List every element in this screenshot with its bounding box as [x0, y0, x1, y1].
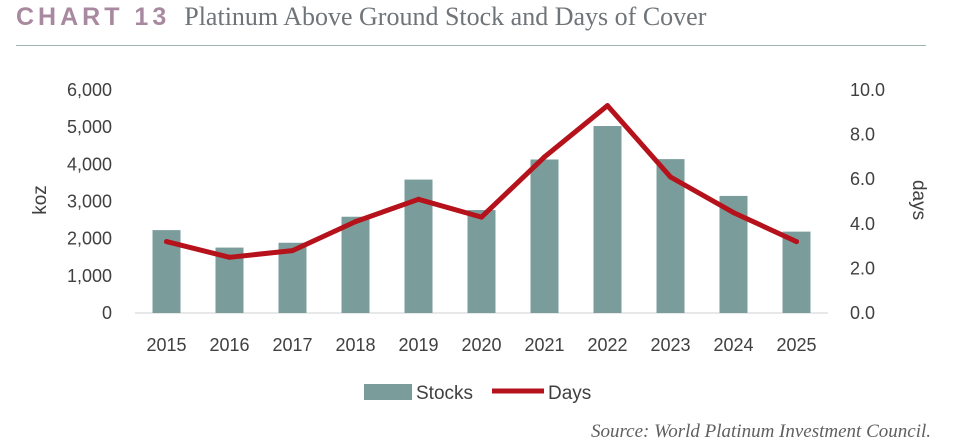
bar-stocks-2017: [278, 242, 307, 313]
x-tick-label: 2018: [335, 335, 375, 355]
point-days-2024: [731, 210, 736, 216]
line-points-days: [164, 103, 799, 260]
point-days-2018: [353, 219, 358, 225]
legend-label-stocks: Stocks: [416, 383, 473, 404]
y-tick-label-left: 6,000: [67, 80, 112, 100]
point-days-2021: [542, 154, 547, 160]
x-tick-label: 2024: [713, 335, 753, 355]
y-tick-label-left: 1,000: [67, 266, 112, 286]
y-tick-label-left: 4,000: [67, 154, 112, 174]
source-note: Source: World Platinum Investment Counci…: [590, 421, 931, 442]
x-tick-label: 2017: [272, 335, 312, 355]
y-tick-label-right: 0.0: [850, 303, 875, 323]
y-tick-label-right: 8.0: [850, 125, 875, 145]
bar-stocks-2020: [467, 210, 496, 313]
x-tick-label: 2025: [776, 335, 816, 355]
x-tick-label: 2016: [209, 335, 249, 355]
header-divider: [16, 45, 926, 46]
chart-title: Platinum Above Ground Stock and Days of …: [184, 2, 707, 31]
chart-header: CHART 13 Platinum Above Ground Stock and…: [16, 2, 706, 42]
point-days-2016: [227, 254, 232, 260]
y-axis-title-left: koz: [30, 185, 51, 215]
x-tick-label: 2015: [146, 335, 186, 355]
legend-label-days: Days: [548, 383, 591, 404]
x-axis-ticks: 2015 2016 2017 2018 2019 2020 2021 2022 2023 2024…: [146, 335, 816, 355]
right-axis-ticks: 0.0 2.0 4.0 6.0 8.0 10.0: [850, 80, 885, 323]
x-tick-label: 2021: [524, 335, 564, 355]
bar-stocks-2022: [593, 126, 622, 313]
point-days-2019: [416, 196, 421, 202]
point-days-2020: [479, 214, 484, 220]
bar-stocks-2021: [530, 159, 559, 313]
x-tick-label: 2020: [461, 335, 501, 355]
bar-stocks-2018: [341, 216, 370, 313]
chart-number-label: CHART 13: [16, 3, 171, 31]
x-tick-label: 2023: [650, 335, 690, 355]
y-axis-title-right: days: [908, 180, 929, 220]
x-tick-label: 2019: [398, 335, 438, 355]
point-days-2025: [794, 239, 799, 245]
y-tick-label-right: 4.0: [850, 214, 875, 234]
y-tick-label-left: 5,000: [67, 117, 112, 137]
point-days-2017: [290, 248, 295, 254]
y-tick-label-left: 0: [102, 303, 112, 323]
legend: Stocks Days: [364, 383, 591, 404]
bar-stocks-2025: [782, 231, 811, 313]
point-days-2023: [668, 174, 673, 180]
point-days-2015: [164, 239, 169, 245]
x-tick-label: 2022: [587, 335, 627, 355]
y-tick-label-right: 2.0: [850, 258, 875, 278]
y-tick-label-left: 2,000: [67, 229, 112, 249]
y-tick-label-right: 10.0: [850, 80, 885, 100]
left-axis-ticks: 0 1,000 2,000 3,000 4,000 5,000 6,000: [67, 80, 112, 323]
y-tick-label-right: 6.0: [850, 169, 875, 189]
legend-swatch-stocks: [364, 384, 412, 400]
combo-chart: 0 1,000 2,000 3,000 4,000 5,000 6,000 0.0 2.0 4.…: [30, 80, 929, 404]
point-days-2022: [605, 103, 610, 109]
y-tick-label-left: 3,000: [67, 192, 112, 212]
